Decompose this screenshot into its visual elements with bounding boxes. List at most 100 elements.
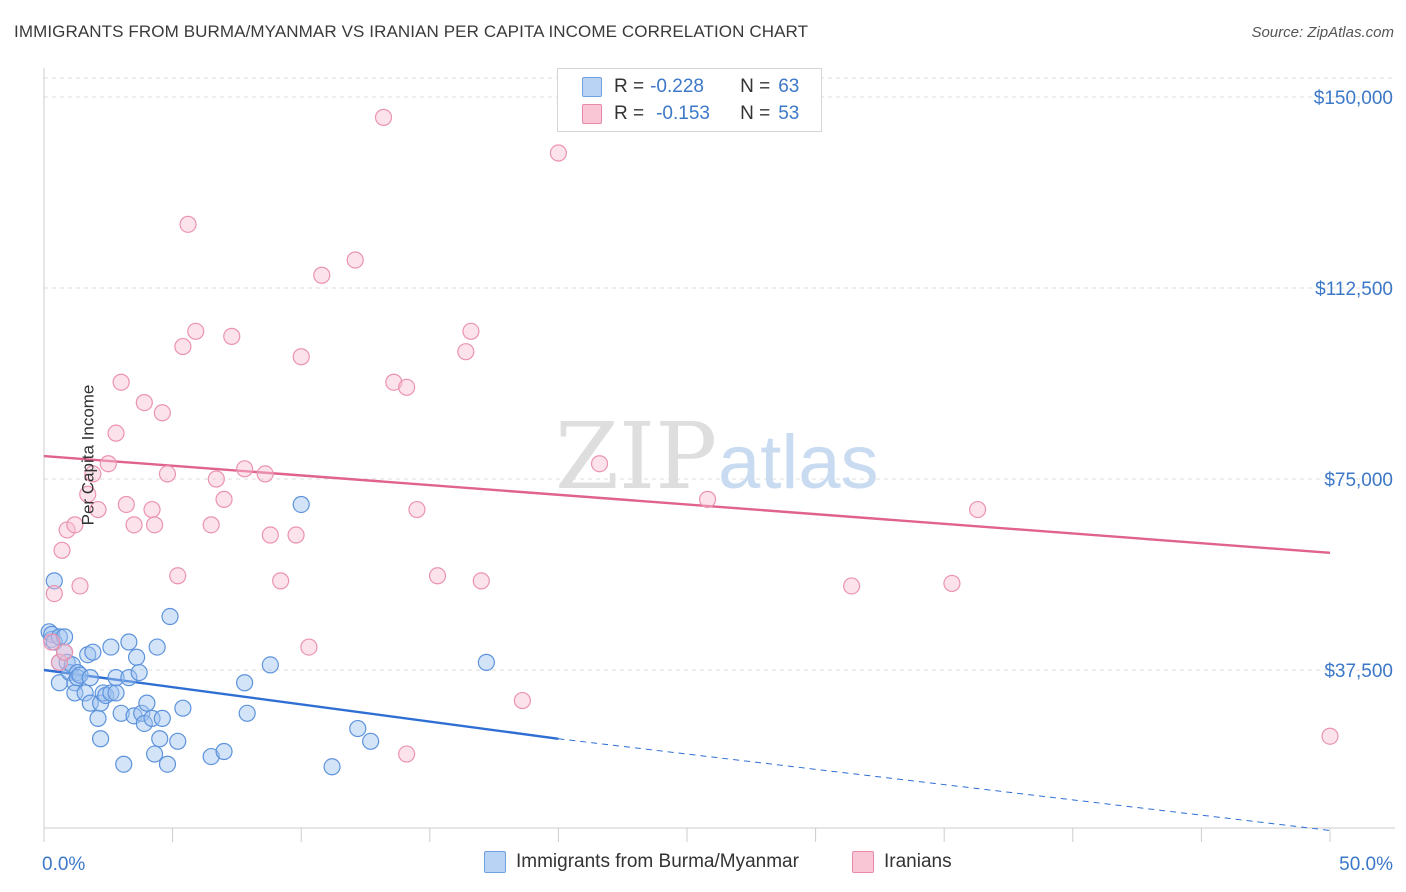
- point-iranian: [125, 516, 143, 534]
- y-tick-labels: $37,500 $75,000 $112,500 $150,000: [1314, 88, 1393, 682]
- watermark-atlas: atlas: [718, 420, 879, 505]
- point-iranian: [287, 526, 305, 544]
- point-burma: [89, 709, 107, 727]
- point-burma: [68, 669, 87, 687]
- legend-row-iranians: R = -0.153 N = 53: [582, 102, 799, 126]
- point-iranian: [135, 394, 153, 412]
- legend-r-label: R =: [614, 103, 645, 124]
- trend-lines: [43, 454, 1331, 831]
- y-axis-label: Per Capita Income: [78, 384, 98, 526]
- point-iranian: [117, 495, 135, 514]
- point-iranian: [346, 251, 364, 269]
- point-iranian: [398, 378, 416, 396]
- point-burma: [68, 663, 87, 682]
- point-burma: [158, 755, 177, 773]
- legend-n-label: N =: [740, 103, 771, 124]
- point-iranian: [174, 337, 192, 356]
- point-iranian: [969, 500, 987, 519]
- point-iranian: [112, 373, 130, 391]
- point-iranian: [590, 455, 609, 473]
- y-tick-label: $75,000: [1324, 470, 1393, 491]
- watermark-zip: ZIP: [555, 403, 717, 510]
- legend-r-label: R =: [614, 76, 645, 97]
- point-iranian: [45, 584, 63, 603]
- chart-title: IMMIGRANTS FROM BURMA/MYANMAR VS IRANIAN…: [14, 22, 809, 41]
- point-iranian: [223, 327, 241, 345]
- point-burma: [148, 638, 166, 656]
- point-burma: [292, 495, 310, 514]
- point-burma: [323, 758, 341, 776]
- point-iranian: [374, 108, 393, 126]
- bottom-legend-label-burma: Immigrants from Burma/Myanmar: [516, 851, 799, 872]
- point-burma: [349, 719, 367, 738]
- point-iranian: [43, 633, 61, 651]
- point-burma: [161, 607, 179, 626]
- point-burma: [76, 684, 94, 702]
- point-iranian: [843, 577, 861, 595]
- point-iranian: [215, 490, 233, 508]
- point-iranian: [179, 215, 197, 233]
- point-iranian: [472, 572, 490, 590]
- point-burma: [71, 666, 89, 684]
- correlation-legend: R = -0.228 N = 63 R = -0.153 N = 53: [557, 68, 822, 132]
- point-burma: [261, 656, 279, 674]
- legend-swatch-burma: [582, 77, 602, 97]
- point-burma: [153, 709, 171, 727]
- point-burma: [169, 732, 187, 750]
- trendline-burma: [43, 668, 559, 740]
- point-iranian: [272, 572, 290, 590]
- legend-n-label: N =: [740, 76, 771, 97]
- point-iranian: [513, 691, 531, 710]
- point-burma: [215, 742, 233, 761]
- x-tick-labels: 0.0% 50.0%: [42, 854, 1393, 875]
- point-iranian: [153, 404, 171, 422]
- point-burma: [145, 745, 164, 763]
- point-burma: [55, 628, 74, 646]
- point-iranian: [1321, 727, 1339, 745]
- point-iranian: [145, 516, 164, 534]
- chart-source: Source: ZipAtlas.com: [1251, 24, 1394, 41]
- point-burma: [238, 704, 256, 722]
- point-iranian: [398, 745, 416, 763]
- point-iranian: [207, 470, 225, 488]
- y-tick-label: $150,000: [1314, 88, 1393, 109]
- point-iranian: [385, 373, 403, 391]
- y-tick-label: $37,500: [1324, 661, 1393, 682]
- point-iranian: [292, 348, 310, 366]
- point-burma: [91, 730, 110, 748]
- point-iranian: [236, 460, 254, 478]
- point-burma: [107, 669, 125, 687]
- point-iranian: [66, 516, 84, 534]
- legend-r-value: -0.153: [656, 103, 710, 124]
- point-iranian: [261, 526, 279, 544]
- bottom-legend-burma: Immigrants from Burma/Myanmar: [484, 851, 799, 873]
- point-iranian: [457, 343, 475, 361]
- point-iranian: [71, 577, 89, 595]
- point-iranian: [187, 322, 205, 340]
- point-iranian: [698, 490, 717, 508]
- point-burma: [236, 674, 254, 692]
- point-iranian: [428, 567, 447, 585]
- point-iranian: [79, 485, 97, 503]
- x-tick-label: 50.0%: [1339, 854, 1393, 875]
- grid-lines: [44, 77, 1395, 671]
- point-burma: [477, 653, 495, 671]
- point-iranian: [202, 516, 220, 534]
- point-iranian: [549, 144, 568, 162]
- point-burma: [202, 747, 220, 766]
- legend-n-value: 53: [778, 103, 800, 124]
- x-tick-label: 0.0%: [42, 854, 85, 875]
- point-burma: [120, 633, 138, 651]
- legend-n-value: 63: [778, 76, 800, 97]
- point-burma: [138, 694, 156, 712]
- point-burma: [102, 638, 120, 656]
- bottom-legend-label-iranians: Iranians: [884, 851, 952, 872]
- point-burma: [45, 572, 63, 590]
- legend-row-burma: R = -0.228 N = 63: [582, 75, 799, 99]
- point-burma: [120, 669, 138, 687]
- point-burma: [127, 648, 146, 666]
- trendline-iranians: [43, 454, 1331, 555]
- point-burma: [81, 669, 99, 687]
- point-iranian: [169, 567, 187, 585]
